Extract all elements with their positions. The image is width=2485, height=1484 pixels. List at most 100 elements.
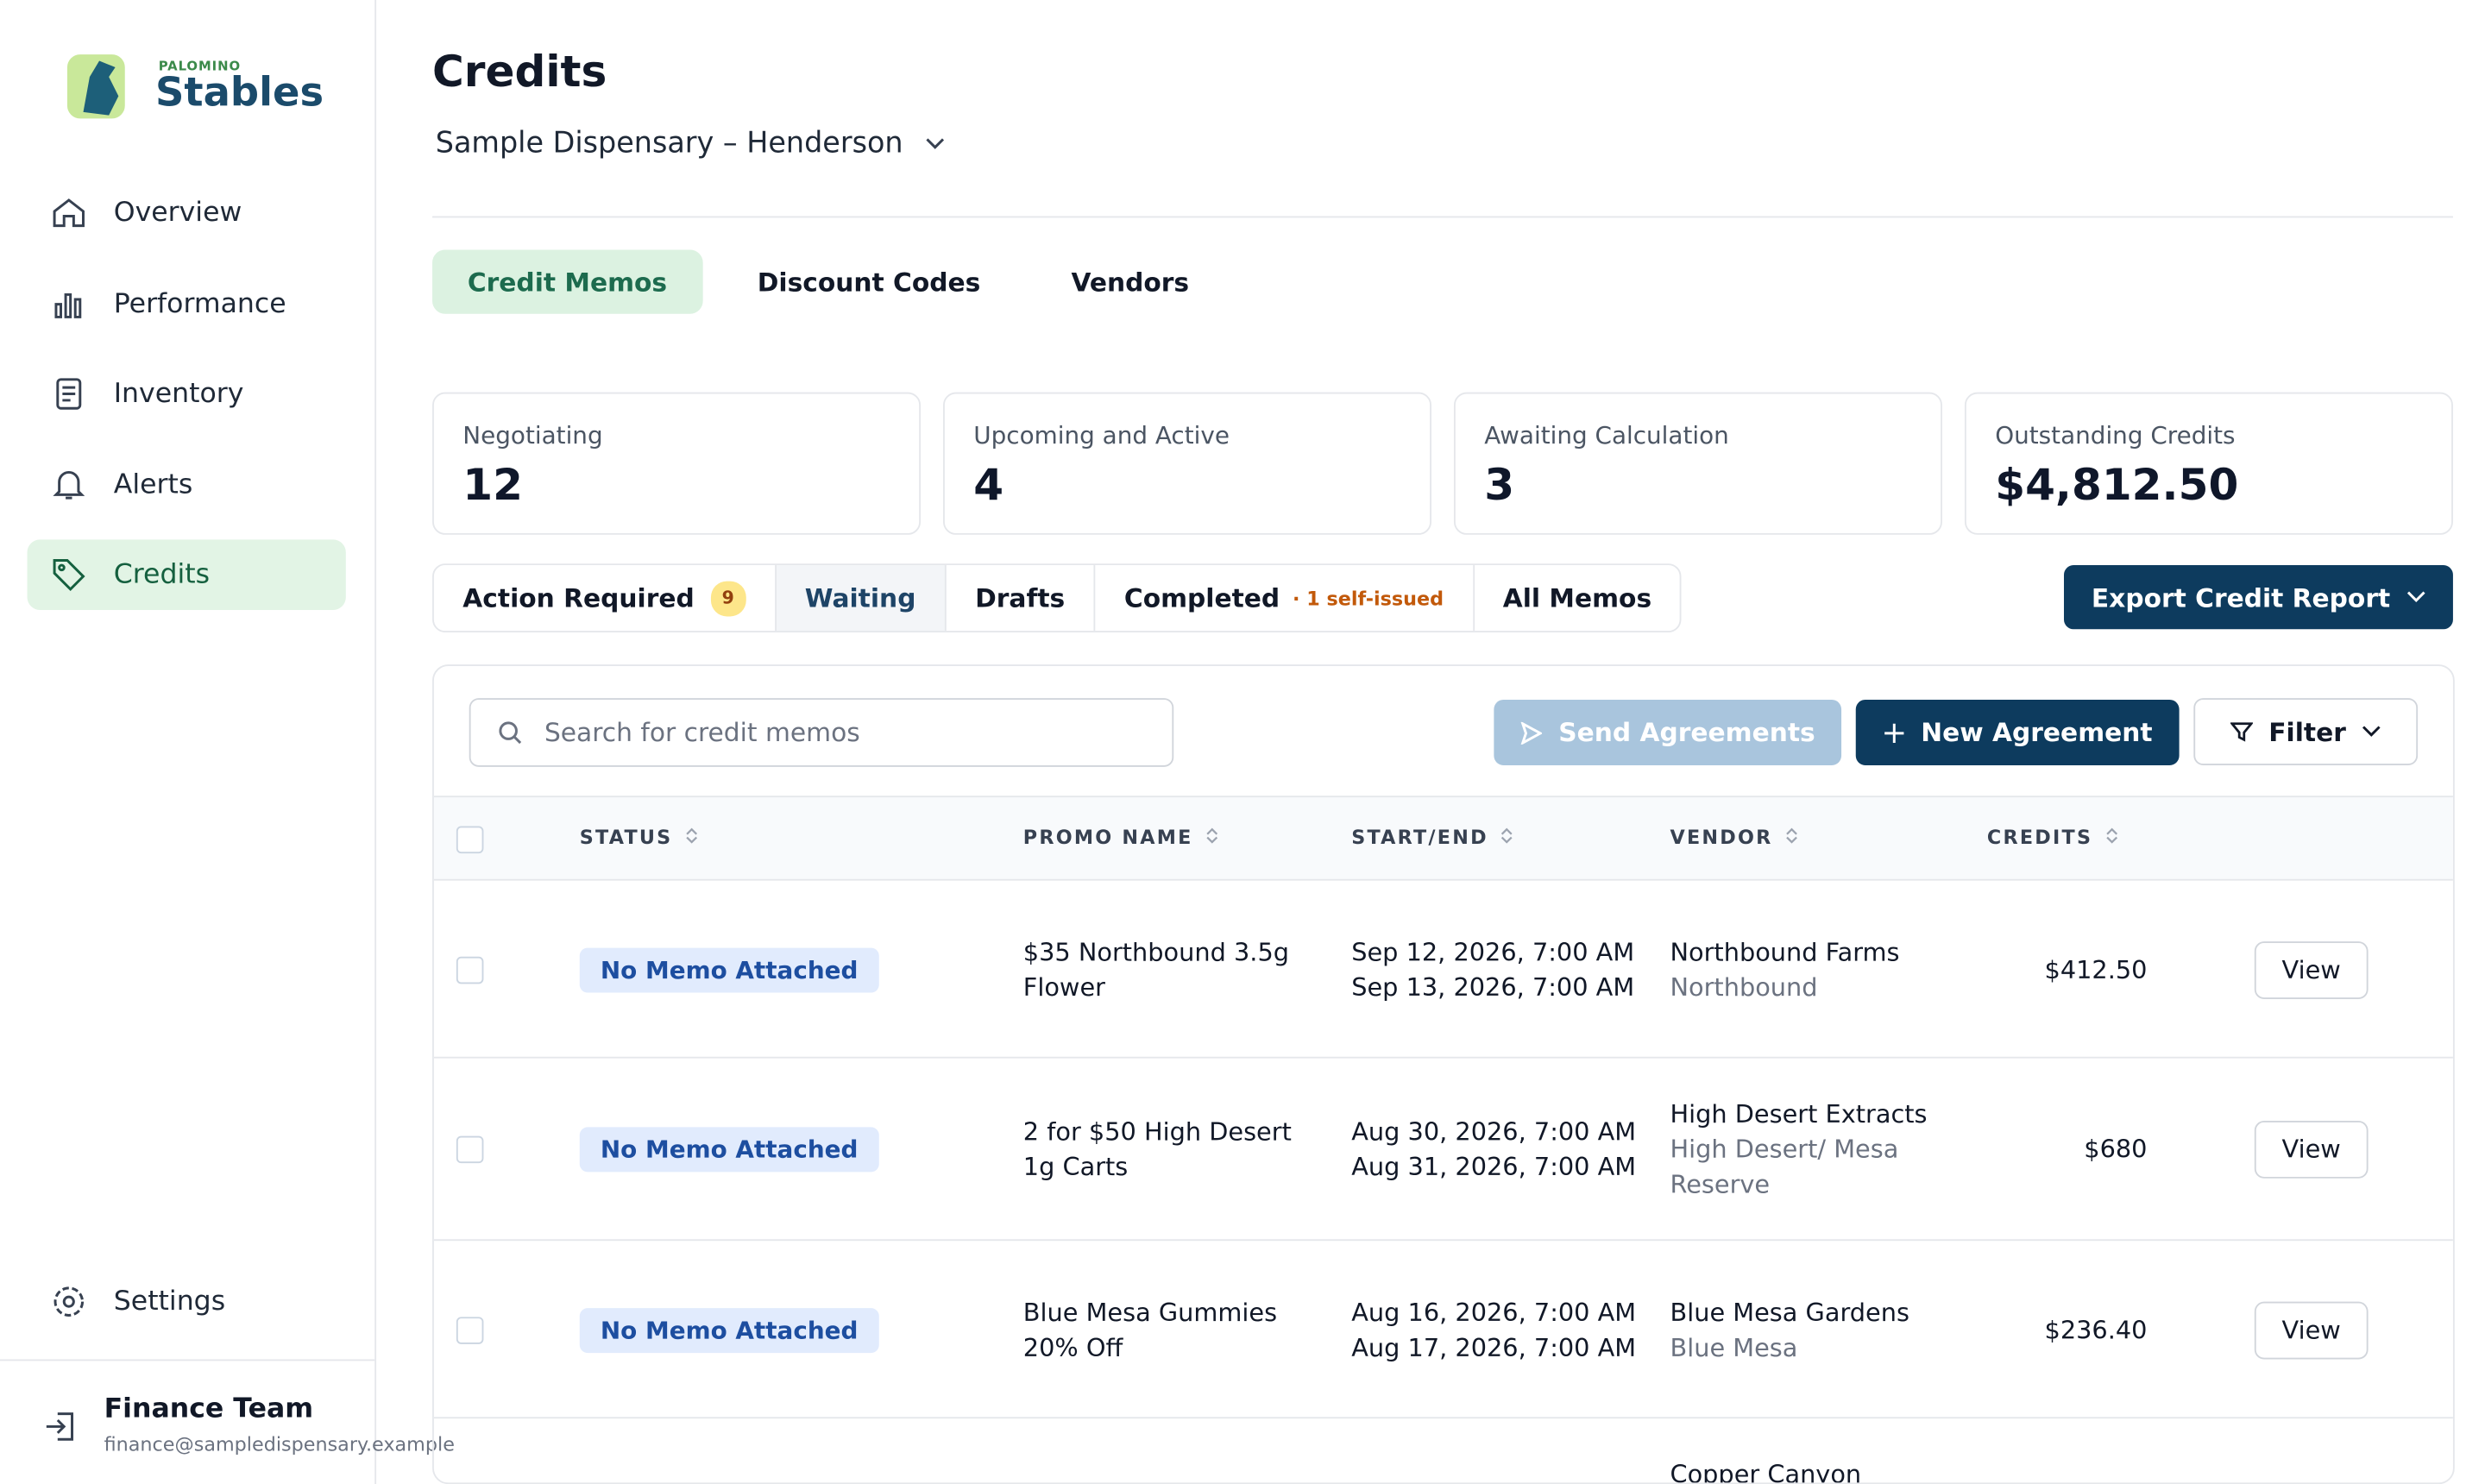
- vendor-brand: High Desert/ Mesa Reserve: [1670, 1135, 1899, 1199]
- logo-icon: [66, 54, 125, 119]
- nav-label: Credits: [113, 558, 211, 591]
- column-header[interactable]: START/END: [1351, 827, 1513, 849]
- status-badge: No Memo Attached: [579, 1307, 879, 1353]
- stat-value: $4,812.50: [1995, 461, 2239, 511]
- settings-label: Settings: [113, 1286, 226, 1318]
- memo-table: Search for credit memos Send Agreements …: [432, 664, 2455, 1484]
- nav-item[interactable]: Alerts: [28, 450, 346, 520]
- nav-icon: [53, 559, 85, 591]
- filter-tab[interactable]: Action Required 9: [434, 565, 777, 632]
- column-header[interactable]: CREDITS: [1987, 827, 2118, 849]
- credits: $236.40: [2044, 1315, 2148, 1344]
- vendor-name: Northbound Farms: [1670, 937, 1900, 966]
- count-badge: 9: [710, 580, 746, 616]
- nav-icon: [53, 198, 85, 228]
- tab[interactable]: Vendors: [1071, 266, 1190, 298]
- filter-label: Completed: [1123, 582, 1280, 613]
- filter-label: All Memos: [1502, 582, 1652, 613]
- vendor-brand: Northbound: [1670, 972, 1818, 1002]
- nav-item[interactable]: Performance: [28, 268, 346, 339]
- location-select[interactable]: Sample Dispensary – Henderson: [436, 127, 945, 160]
- stat-value: 4: [973, 461, 1004, 511]
- status-badge: No Memo Attached: [579, 946, 879, 992]
- export-button[interactable]: Export Credit Report: [2063, 565, 2453, 630]
- search-box[interactable]: Search for credit memos: [469, 698, 1174, 767]
- column-header[interactable]: PROMO NAME: [1023, 827, 1218, 849]
- brand: Stables: [155, 68, 324, 116]
- filter-tab[interactable]: Waiting: [776, 565, 947, 632]
- table-header: STATUS PROMO NAME START/END VENDOR CREDITS: [433, 795, 2453, 881]
- filter-label: Action Required: [462, 582, 695, 613]
- filter-tab[interactable]: All Memos: [1474, 565, 1680, 631]
- new-label: New Agreement: [1921, 717, 2153, 748]
- nav-label: Overview: [113, 197, 242, 230]
- filter-label: Drafts: [975, 582, 1066, 613]
- stat-card: Awaiting Calculation 3: [1453, 392, 1942, 535]
- column-header[interactable]: VENDOR: [1670, 827, 1798, 849]
- nav-item[interactable]: Inventory: [28, 359, 346, 430]
- select-all[interactable]: [456, 826, 484, 854]
- export-label: Export Credit Report: [2091, 582, 2391, 613]
- end-date: Aug 17, 2026, 7:00 AM: [1351, 1332, 1637, 1362]
- nav-icon: [54, 292, 82, 318]
- view-button[interactable]: View: [2254, 1300, 2369, 1359]
- vendor-name: High Desert Extracts: [1670, 1099, 1928, 1129]
- send-button[interactable]: Send Agreements: [1494, 699, 1842, 766]
- row-checkbox[interactable]: [456, 955, 484, 984]
- filter-button[interactable]: Filter: [2193, 698, 2419, 766]
- table-row: No Memo Attached 2 for $50 High Desert 1g…: [433, 1056, 2453, 1241]
- stat-card: Upcoming and Active 4: [943, 392, 1431, 535]
- stat-label: Awaiting Calculation: [1484, 421, 1729, 450]
- credits: $412.50: [2044, 954, 2148, 984]
- table-row: No Memo Attached Blue Mesa Gummies 20% Of…: [433, 1239, 2453, 1418]
- filter-tab[interactable]: Completed · 1 self-issued: [1096, 565, 1475, 632]
- vendor: Blue Mesa Gardens Blue Mesa: [1670, 1294, 1950, 1365]
- vendor-name: Blue Mesa Gardens: [1670, 1298, 1909, 1327]
- promo-name: 2 for $50 High Desert 1g Carts: [1022, 1117, 1292, 1182]
- sort-icon: [1501, 827, 1513, 844]
- stat-label: Outstanding Credits: [1995, 421, 2236, 450]
- nav-item[interactable]: Overview: [28, 178, 346, 248]
- start-date: Aug 30, 2026, 7:00 AM: [1351, 1117, 1637, 1147]
- filter-note: · 1 self-issued: [1293, 587, 1444, 610]
- nav-icon: [53, 470, 85, 499]
- view-button[interactable]: View: [2254, 940, 2369, 999]
- filter-tabs: Action Required 9 Waiting Drafts Completed · …: [432, 563, 1683, 633]
- column-header[interactable]: STATUS: [580, 827, 698, 849]
- filter-tab[interactable]: Drafts: [947, 565, 1096, 632]
- status-badge: No Memo Attached: [579, 1127, 879, 1173]
- stat-label: Upcoming and Active: [973, 421, 1230, 450]
- sort-icon: [1206, 827, 1218, 844]
- sort-icon: [2106, 827, 2117, 844]
- page-title: Credits: [432, 47, 607, 98]
- dates: Sep 12, 2026, 7:00 AM Sep 13, 2026, 7:00 …: [1351, 934, 1634, 1005]
- sort-icon: [1786, 827, 1798, 844]
- row-checkbox[interactable]: [456, 1135, 484, 1164]
- dates: Aug 16, 2026, 7:00 AM Aug 17, 2026, 7:00 …: [1351, 1294, 1636, 1365]
- start-date: Aug 16, 2026, 7:00 AM: [1351, 1298, 1637, 1327]
- settings[interactable]: Settings: [28, 1267, 346, 1337]
- nav-item[interactable]: Credits: [27, 539, 346, 611]
- search-placeholder: Search for credit memos: [544, 717, 860, 748]
- row-checkbox[interactable]: [456, 1316, 484, 1343]
- user-name: Finance Team: [104, 1393, 314, 1425]
- user-email: finance@sampledispensary.example: [104, 1432, 455, 1456]
- nav-label: Inventory: [113, 377, 244, 411]
- nav-icon: [56, 378, 82, 410]
- filter-label: Filter: [2268, 716, 2346, 747]
- stat-card: Outstanding Credits $4,812.50: [1964, 392, 2453, 535]
- end-date: Aug 31, 2026, 7:00 AM: [1351, 1153, 1637, 1182]
- view-button[interactable]: View: [2254, 1120, 2369, 1179]
- new-button[interactable]: New Agreement: [1855, 699, 2180, 766]
- stat-card: Negotiating 12: [432, 392, 922, 535]
- logout-icon[interactable]: [43, 1409, 79, 1444]
- tab[interactable]: Discount Codes: [757, 266, 981, 298]
- filter-label: Waiting: [804, 582, 916, 613]
- stat-value: 12: [462, 461, 524, 511]
- stat-label: Negotiating: [462, 421, 603, 450]
- start-date: Sep 12, 2026, 7:00 AM: [1351, 937, 1635, 966]
- vendor-brand: Blue Mesa: [1670, 1332, 1798, 1362]
- location: Sample Dispensary – Henderson: [435, 126, 903, 160]
- tab[interactable]: Credit Memos: [432, 249, 702, 314]
